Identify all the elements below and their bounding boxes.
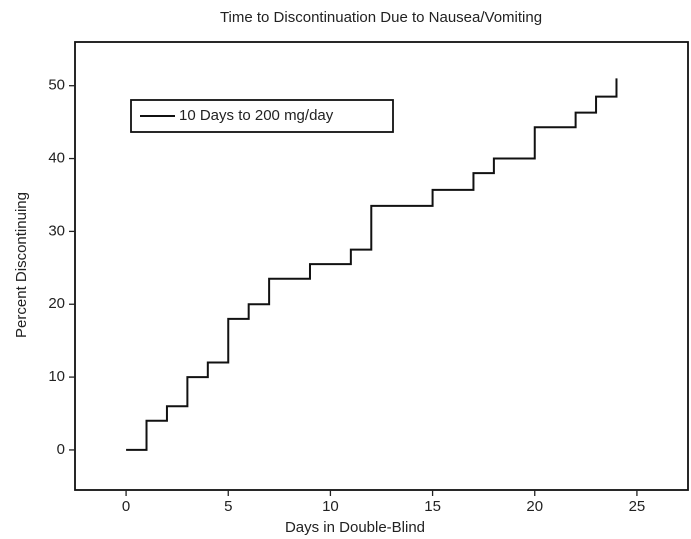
legend-label: 10 Days to 200 mg/day bbox=[179, 107, 334, 124]
x-tick-label: 0 bbox=[122, 498, 130, 515]
x-tick-label: 20 bbox=[526, 498, 543, 515]
x-tick-label: 25 bbox=[629, 498, 646, 515]
y-tick-label: 40 bbox=[48, 150, 65, 167]
y-tick-label: 50 bbox=[48, 77, 65, 94]
plot-frame bbox=[74, 41, 689, 491]
x-tick-label: 5 bbox=[224, 498, 232, 515]
y-tick-label: 20 bbox=[48, 295, 65, 312]
x-tick-label: 10 bbox=[322, 498, 339, 515]
step-line bbox=[126, 78, 618, 451]
chart-title: Time to Discontinuation Due to Nausea/Vo… bbox=[220, 9, 542, 26]
x-tick-label: 15 bbox=[424, 498, 441, 515]
y-axis-label: Percent Discontinuing bbox=[13, 192, 30, 338]
x-axis-label: Days in Double-Blind bbox=[285, 519, 425, 536]
y-tick-label: 0 bbox=[57, 441, 65, 458]
y-tick-label: 30 bbox=[48, 222, 65, 239]
y-tick-label: 10 bbox=[48, 368, 65, 385]
